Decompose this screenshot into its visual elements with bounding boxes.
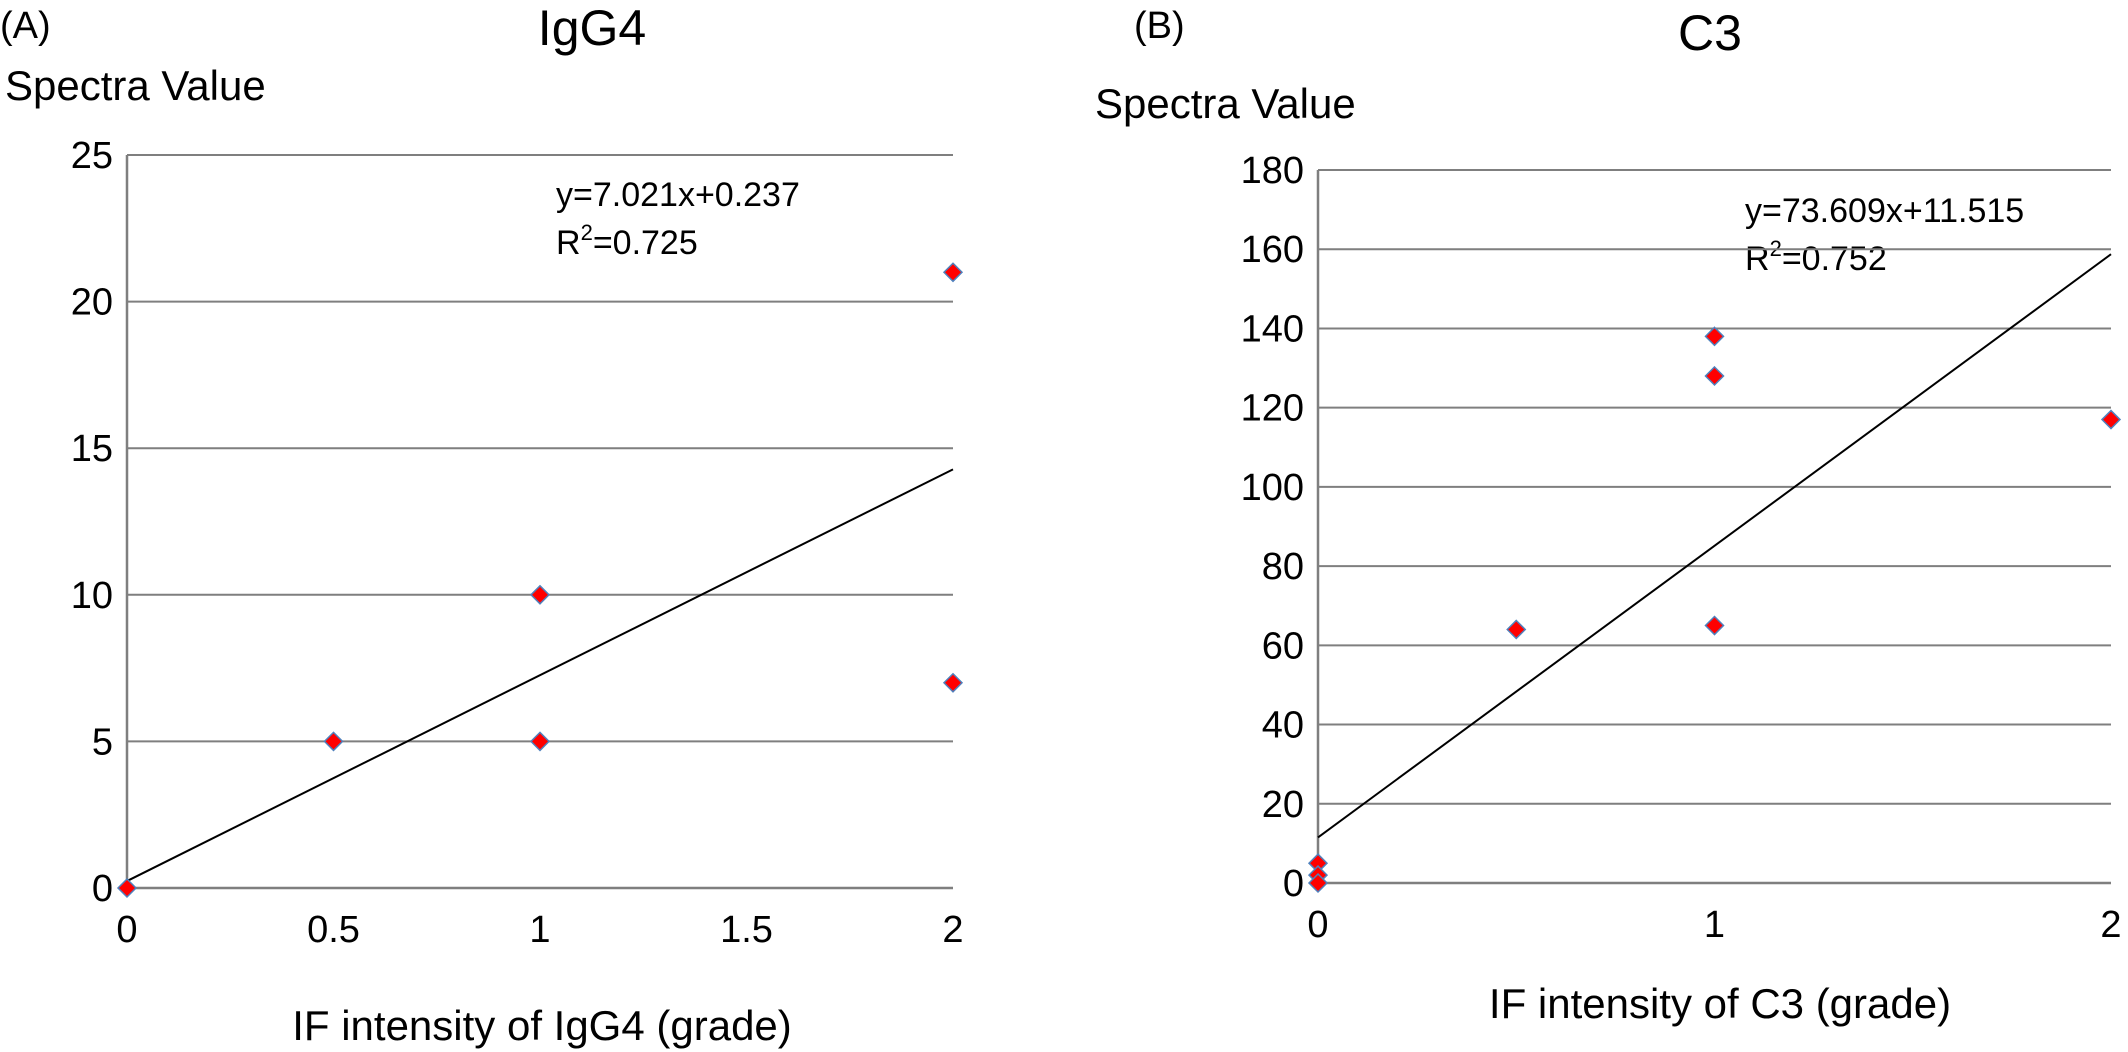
x-tick-label: 1 bbox=[529, 909, 550, 951]
x-tick-label: 0 bbox=[1307, 904, 1328, 946]
y-tick-label: 120 bbox=[1241, 388, 1304, 430]
r-squared-value: =0.725 bbox=[593, 224, 698, 262]
y-tick-label: 160 bbox=[1241, 229, 1304, 271]
data-point bbox=[1506, 619, 1527, 640]
y-tick-label: 60 bbox=[1262, 625, 1304, 667]
y-tick-label: 25 bbox=[71, 135, 113, 177]
panel-label: (A) bbox=[0, 5, 51, 47]
x-tick-label: 2 bbox=[2100, 904, 2121, 946]
y-tick-label: 5 bbox=[92, 721, 113, 763]
y-axis-label: Spectra Value bbox=[5, 62, 266, 109]
y-tick-label: 15 bbox=[71, 428, 113, 470]
x-tick-label: 1.5 bbox=[720, 909, 773, 951]
data-point bbox=[942, 672, 964, 693]
chart-panel-a: (A) IgG4 Spectra Value IF intensity of I… bbox=[0, 0, 964, 1049]
chart-panel-b: (B) C3 Spectra Value IF intensity of C3 … bbox=[1095, 5, 2122, 1027]
x-tick-label: 0 bbox=[116, 909, 137, 951]
data-point bbox=[1307, 872, 1329, 894]
y-tick-label: 180 bbox=[1241, 150, 1304, 192]
x-axis-label: IF intensity of C3 (grade) bbox=[1489, 980, 1951, 1027]
data-point bbox=[1704, 326, 1725, 347]
data-point bbox=[1704, 615, 1725, 636]
y-axis-label: Spectra Value bbox=[1095, 80, 1356, 127]
chart-title: C3 bbox=[1678, 5, 1742, 61]
y-tick-label: 80 bbox=[1262, 546, 1304, 588]
data-point bbox=[116, 877, 138, 899]
r-squared-prefix: R bbox=[556, 224, 581, 262]
y-tick-label: 40 bbox=[1262, 705, 1304, 747]
y-tick-label: 0 bbox=[92, 868, 113, 910]
x-axis-label: IF intensity of IgG4 (grade) bbox=[292, 1002, 792, 1049]
data-point bbox=[529, 731, 551, 752]
r-squared-superscript: 2 bbox=[581, 220, 593, 245]
data-point bbox=[1704, 365, 1725, 387]
x-tick-label: 1 bbox=[1704, 904, 1725, 946]
data-point bbox=[942, 262, 964, 283]
r-squared-value: =0.752 bbox=[1782, 240, 1887, 278]
data-point bbox=[2100, 409, 2122, 430]
chart-title: IgG4 bbox=[538, 0, 646, 56]
r-squared-label: R2=0.752 bbox=[1745, 236, 1887, 278]
y-tick-label: 140 bbox=[1241, 308, 1304, 350]
y-tick-label: 20 bbox=[1262, 784, 1304, 826]
y-tick-label: 0 bbox=[1283, 863, 1304, 905]
data-point bbox=[529, 584, 551, 605]
y-tick-label: 100 bbox=[1241, 467, 1304, 509]
r-squared-prefix: R bbox=[1745, 240, 1770, 278]
trendline bbox=[1317, 253, 2112, 839]
y-tick-label: 20 bbox=[71, 282, 113, 324]
x-tick-label: 0.5 bbox=[307, 909, 360, 951]
r-squared-label: R2=0.725 bbox=[556, 220, 698, 262]
y-tick-label: 10 bbox=[71, 575, 113, 617]
trendline-equation: y=7.021x+0.237 bbox=[556, 176, 800, 214]
panel-label: (B) bbox=[1134, 5, 1185, 47]
x-tick-label: 2 bbox=[942, 909, 963, 951]
data-point bbox=[323, 731, 344, 752]
trendline bbox=[126, 468, 954, 882]
trendline-equation: y=73.609x+11.515 bbox=[1745, 192, 2024, 230]
